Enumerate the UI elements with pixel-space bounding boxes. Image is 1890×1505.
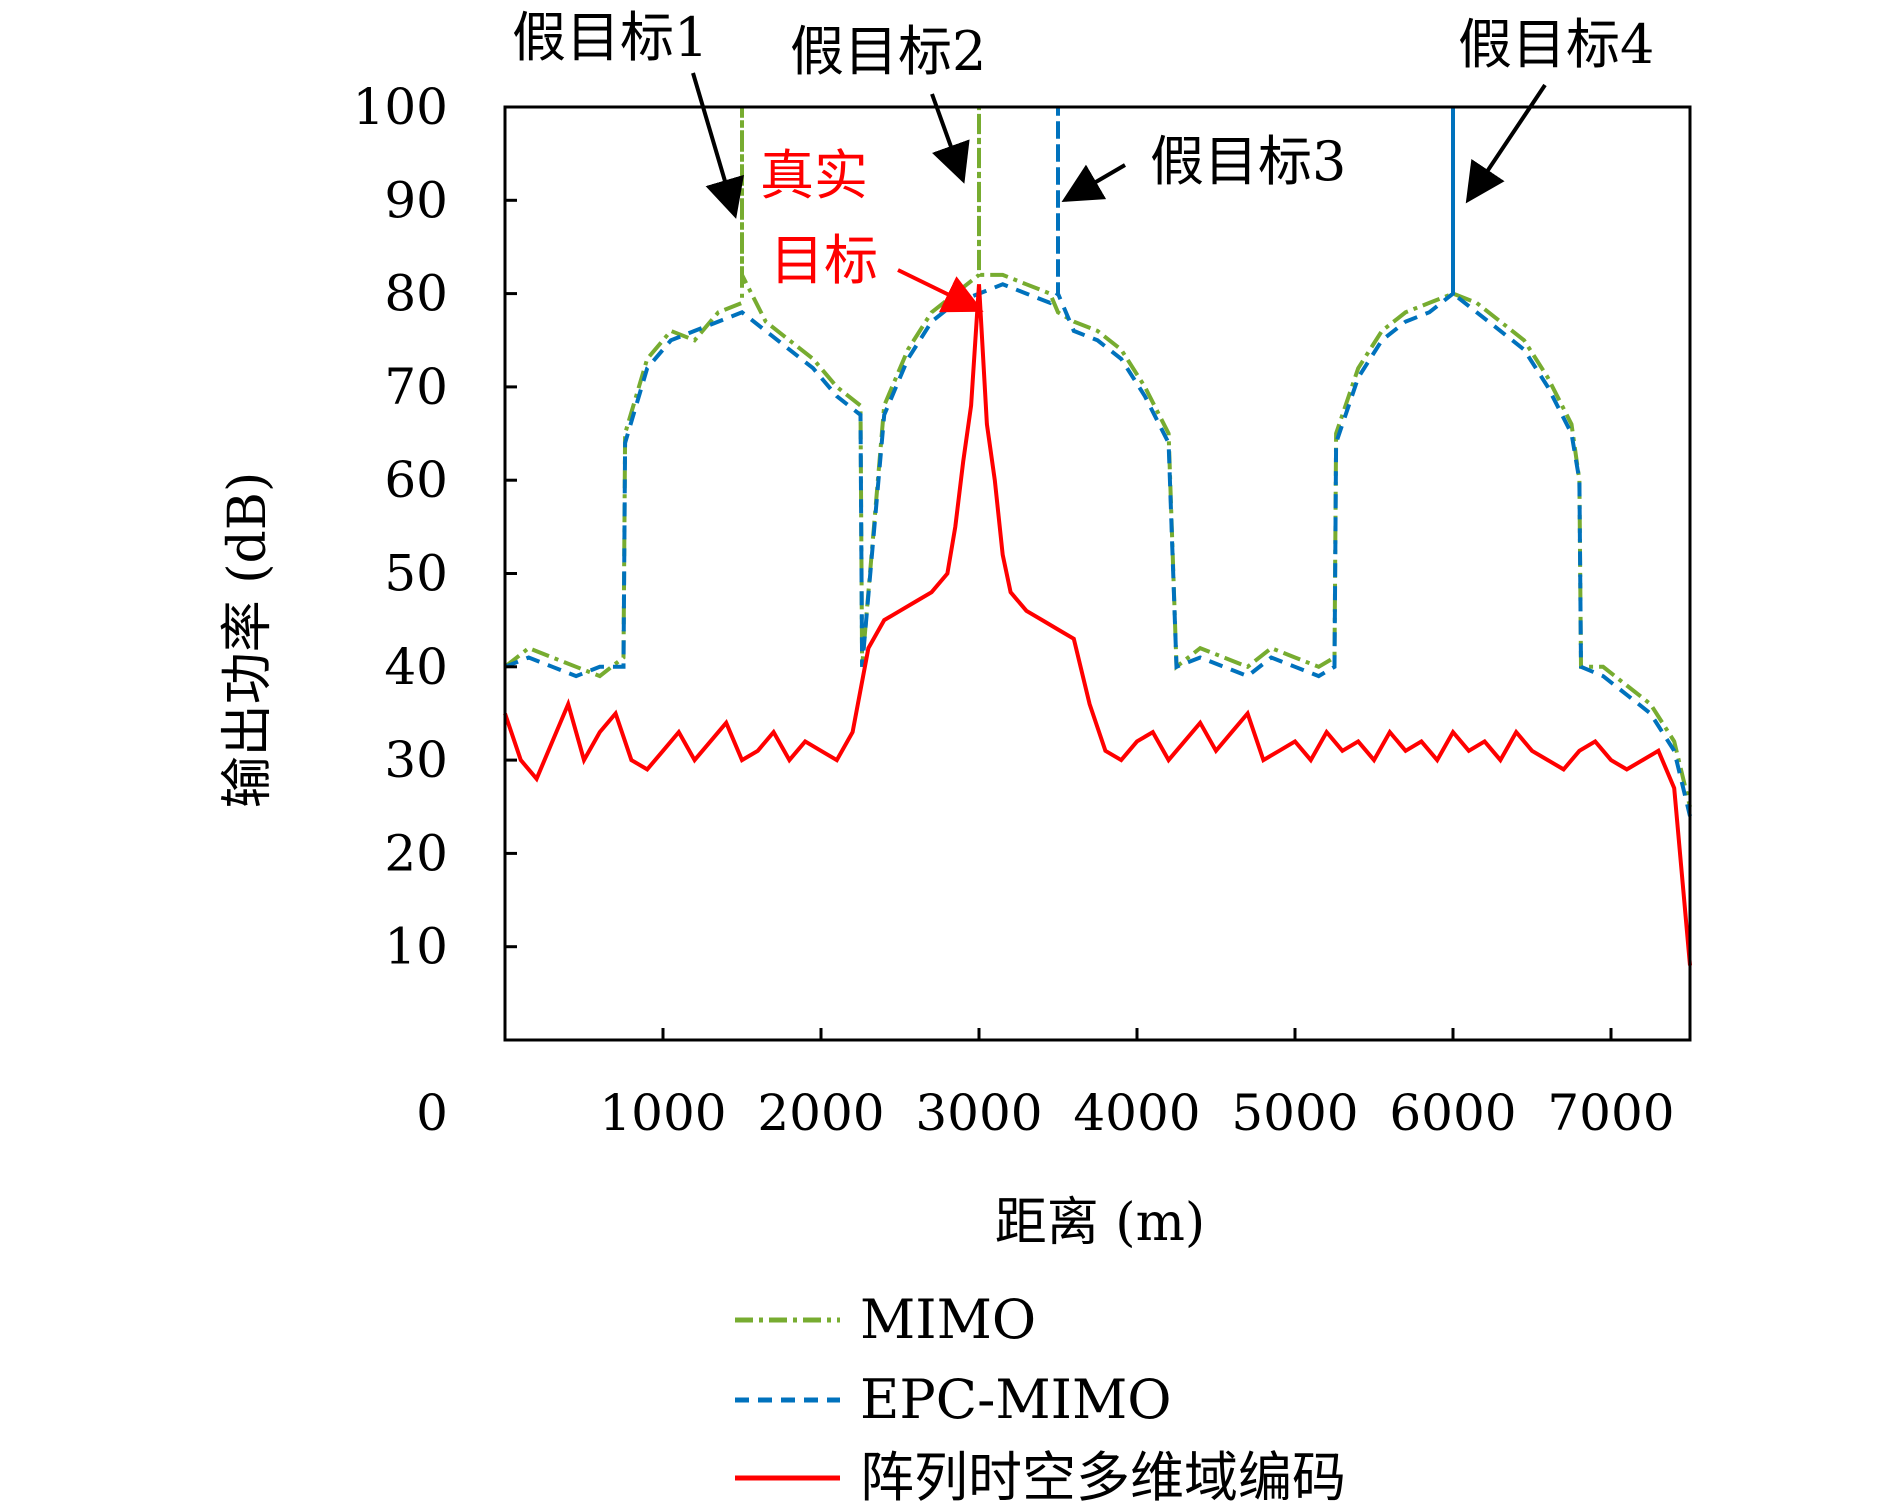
y-tick-label-1: 20 [384,824,448,882]
annotation-true-target: 真实 目标 [760,144,885,292]
y-tick-label-3: 40 [384,638,448,696]
ticks-layer: 0 1000 2000 3000 4000 5000 6000 7000 10 20 30 40 50 6… [353,78,1675,1142]
y-axis-title: 输出功率 (dB) [218,472,278,809]
annotation-arrow-4 [1465,83,1547,204]
x-tick-label-3: 3000 [915,1084,1042,1142]
series-line-0 [503,107,1692,808]
y-tick-label-9: 100 [353,78,448,136]
annotation-arrow-true [897,268,984,313]
x-tick-label-1: 1000 [599,1084,726,1142]
y-tick-label-4: 50 [384,545,448,603]
series-layer [503,107,1692,966]
x-tick-label-7: 7000 [1547,1084,1674,1142]
x-tick-label-6: 6000 [1389,1084,1516,1142]
x-tick-label-5: 5000 [1231,1084,1358,1142]
annotation-layer: 假目标1 假目标2 假目标3 假目标4 真实 目标 [512,6,1654,313]
plot-frame [503,105,1692,1042]
legend-label-mimo: MIMO [860,1288,1036,1351]
annotation-fake-target-3: 假目标3 [1150,130,1346,193]
annotation-fake-target-2: 假目标2 [790,20,986,83]
legend: MIMO EPC-MIMO 阵列时空多维域编码 [735,1288,1346,1505]
annotation-true-target-line-1: 真实 [760,144,868,207]
annotation-true-target-line-2: 目标 [770,229,878,292]
annotation-arrow-2 [930,93,970,184]
series-line-1 [504,107,1692,817]
x-tick-label-2: 2000 [757,1084,884,1142]
x-axis-title: 距离 (m) [995,1193,1205,1253]
y-tick-label-8: 90 [384,171,448,229]
y-tick-label-0: 10 [384,918,448,976]
x-tick-label-4: 4000 [1073,1084,1200,1142]
y-tick-label-6: 70 [384,358,448,416]
annotation-fake-target-4: 假目标4 [1458,13,1654,76]
legend-label-array-coding: 阵列时空多维域编码 [860,1446,1346,1505]
y-tick-label-2: 30 [384,731,448,789]
legend-label-epc-mimo: EPC-MIMO [860,1368,1172,1431]
annotation-arrow-3 [1061,163,1127,203]
x-tick-label-0: 0 [416,1084,448,1142]
y-tick-label-5: 60 [384,451,448,509]
annotation-fake-target-1: 假目标1 [512,6,708,69]
annotation-arrow-1 [691,72,744,219]
y-tick-label-7: 80 [384,265,448,323]
series-line-2 [503,284,1692,966]
